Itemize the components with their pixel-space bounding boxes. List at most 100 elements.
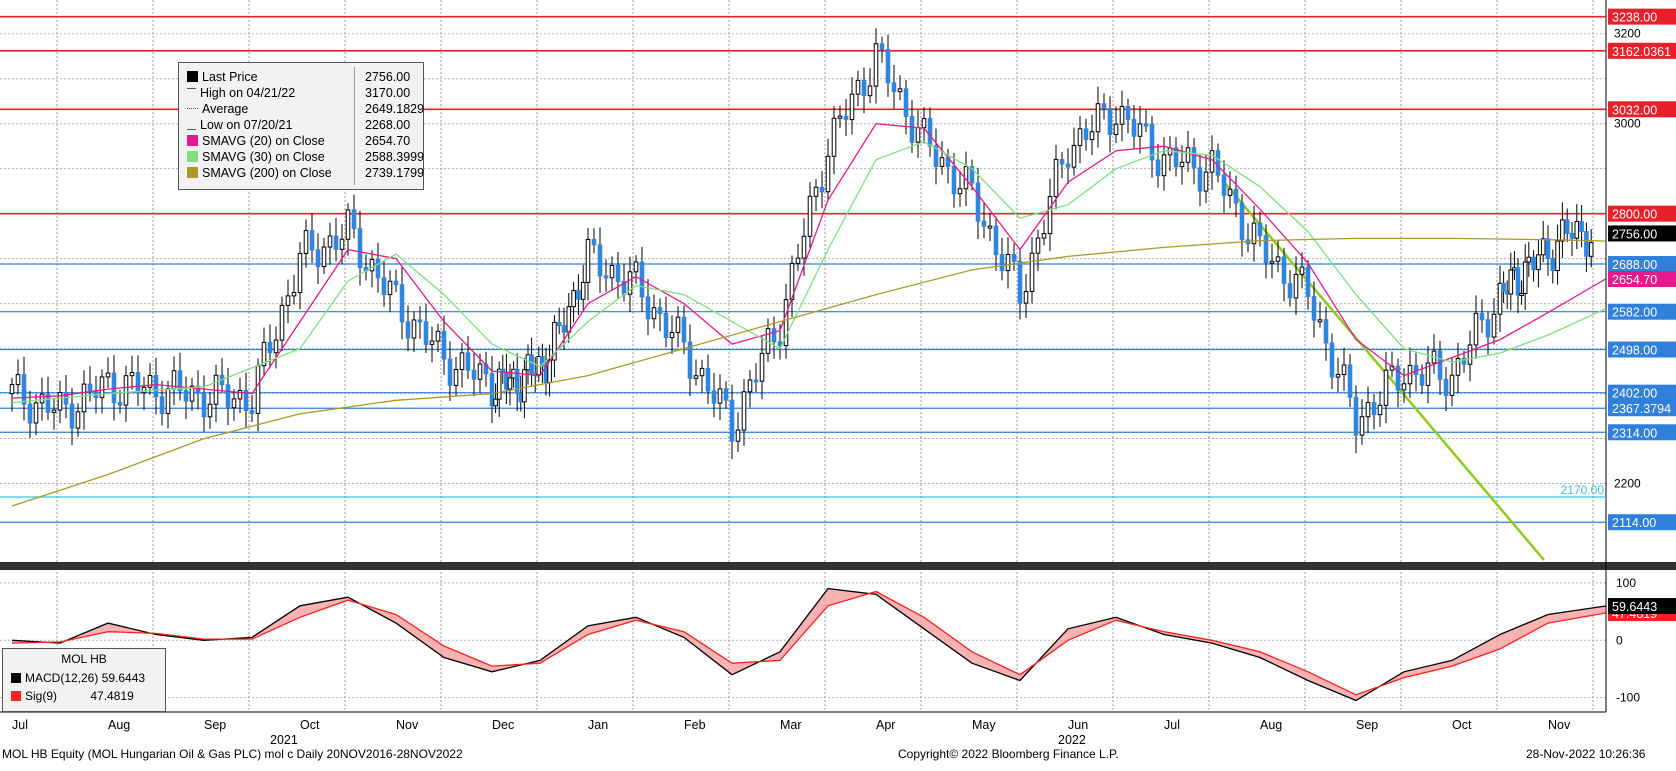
- candle-body: [375, 258, 381, 279]
- candle-body: [477, 363, 483, 380]
- candle-body: [135, 372, 141, 394]
- candle-body: [693, 375, 699, 379]
- level-tag-text: 2367.3794: [1612, 402, 1671, 416]
- candle-body: [873, 43, 879, 87]
- candle-body: [819, 186, 825, 193]
- candle-body: [1011, 253, 1017, 262]
- moving-average-line: [11, 237, 1606, 507]
- candle-body: [273, 339, 279, 354]
- macd-legend-value: 59.6443: [101, 671, 146, 685]
- candle-body: [576, 290, 581, 300]
- candle-body: [393, 280, 399, 286]
- candle-body: [921, 118, 927, 129]
- candle-body: [1287, 282, 1293, 299]
- x-month-label: Apr: [876, 718, 895, 732]
- level-tag: [1608, 8, 1676, 25]
- candle-body: [1335, 373, 1341, 378]
- candle-body: [33, 402, 39, 424]
- candle-body: [1281, 256, 1287, 284]
- candle-body: [1215, 150, 1221, 176]
- candle-body: [1323, 319, 1329, 344]
- candle-body: [1137, 123, 1143, 137]
- legend-label: SMAVG (200) on Close: [202, 166, 332, 180]
- x-month-label: Oct: [300, 718, 320, 732]
- level-tag-text: 2582.00: [1612, 306, 1657, 320]
- candle-body: [969, 166, 975, 184]
- candle-body: [981, 220, 987, 227]
- candle-body: [1359, 416, 1365, 436]
- macd-legend-row-macd: MACD(12,26) 59.6443: [11, 671, 145, 685]
- candle-body: [927, 118, 933, 147]
- level-tag-text: 3238.00: [1612, 11, 1657, 25]
- level-tag-text: 2402.00: [1612, 387, 1657, 401]
- level-tag: [1608, 205, 1676, 222]
- candle-body: [291, 291, 297, 297]
- candle-body: [1560, 219, 1565, 242]
- candle-body: [189, 385, 195, 402]
- candle-body: [45, 393, 51, 413]
- candle-body: [417, 319, 423, 323]
- candle-body: [1555, 240, 1560, 272]
- candle-body: [159, 396, 165, 414]
- candle-body: [807, 195, 813, 237]
- candle-body: [261, 341, 267, 367]
- candle-body: [1035, 237, 1041, 254]
- candle-body: [1545, 238, 1551, 259]
- candle-body: [1347, 364, 1353, 398]
- candle-body: [423, 321, 429, 345]
- candle-body: [1579, 221, 1584, 233]
- candle-body: [1071, 144, 1077, 168]
- candle-body: [1077, 128, 1083, 146]
- candle-body: [1443, 378, 1449, 396]
- macd-y-tick-label: 100: [1616, 576, 1636, 590]
- level-tag-text: 2314.00: [1612, 426, 1657, 440]
- macd-y-tick-label: 0: [1616, 633, 1623, 647]
- level-tag: [1608, 256, 1676, 273]
- candle-body: [1059, 158, 1065, 165]
- candle-body: [849, 93, 855, 121]
- candle-body: [1508, 269, 1514, 295]
- candle-body: [1251, 222, 1257, 245]
- candle-body: [1023, 291, 1029, 304]
- candle-body: [825, 155, 831, 193]
- x-month-label: Dec: [492, 718, 514, 732]
- candle-body: [1089, 131, 1095, 141]
- candle-body: [915, 127, 921, 143]
- candle-body: [225, 384, 231, 409]
- macd-value-tag-text: 59.6443: [1612, 600, 1657, 614]
- candle-body: [627, 271, 633, 295]
- candle-body: [39, 393, 45, 404]
- legend-label: SMAVG (20) on Close: [202, 134, 325, 148]
- candle-body: [1353, 396, 1359, 436]
- level-tag: [1608, 400, 1676, 417]
- candle-body: [1047, 196, 1053, 235]
- candle-body: [9, 384, 15, 395]
- candle-body: [975, 182, 981, 222]
- candle-body: [81, 383, 87, 413]
- candle-body: [459, 352, 465, 370]
- candle-body: [327, 235, 333, 248]
- candle-body: [285, 295, 291, 306]
- macd-y-tick-label: -100: [1616, 691, 1640, 705]
- x-month-label: Jul: [1164, 718, 1180, 732]
- candle-body: [117, 402, 123, 406]
- candle-body: [507, 377, 513, 390]
- candle-body: [645, 296, 651, 320]
- candle-body: [1540, 238, 1546, 256]
- candle-body: [514, 368, 520, 394]
- candle-body: [909, 115, 915, 143]
- candle-body: [681, 316, 687, 343]
- moving-average-line: [11, 140, 1606, 404]
- candle-body: [1449, 374, 1455, 396]
- macd-fill: [12, 588, 1606, 701]
- candle-body: [1536, 254, 1541, 271]
- candle-body: [357, 228, 363, 269]
- x-month-label: Jun: [1068, 718, 1088, 732]
- level-tag-text: 2800.00: [1612, 208, 1657, 222]
- candle-body: [183, 390, 189, 402]
- candle-body: [993, 225, 999, 256]
- candle-body: [1239, 202, 1245, 241]
- legend-row-high: High on 04/21/22 3170.00: [187, 85, 410, 101]
- candle-body: [933, 145, 939, 167]
- x-month-label: Jan: [588, 718, 608, 732]
